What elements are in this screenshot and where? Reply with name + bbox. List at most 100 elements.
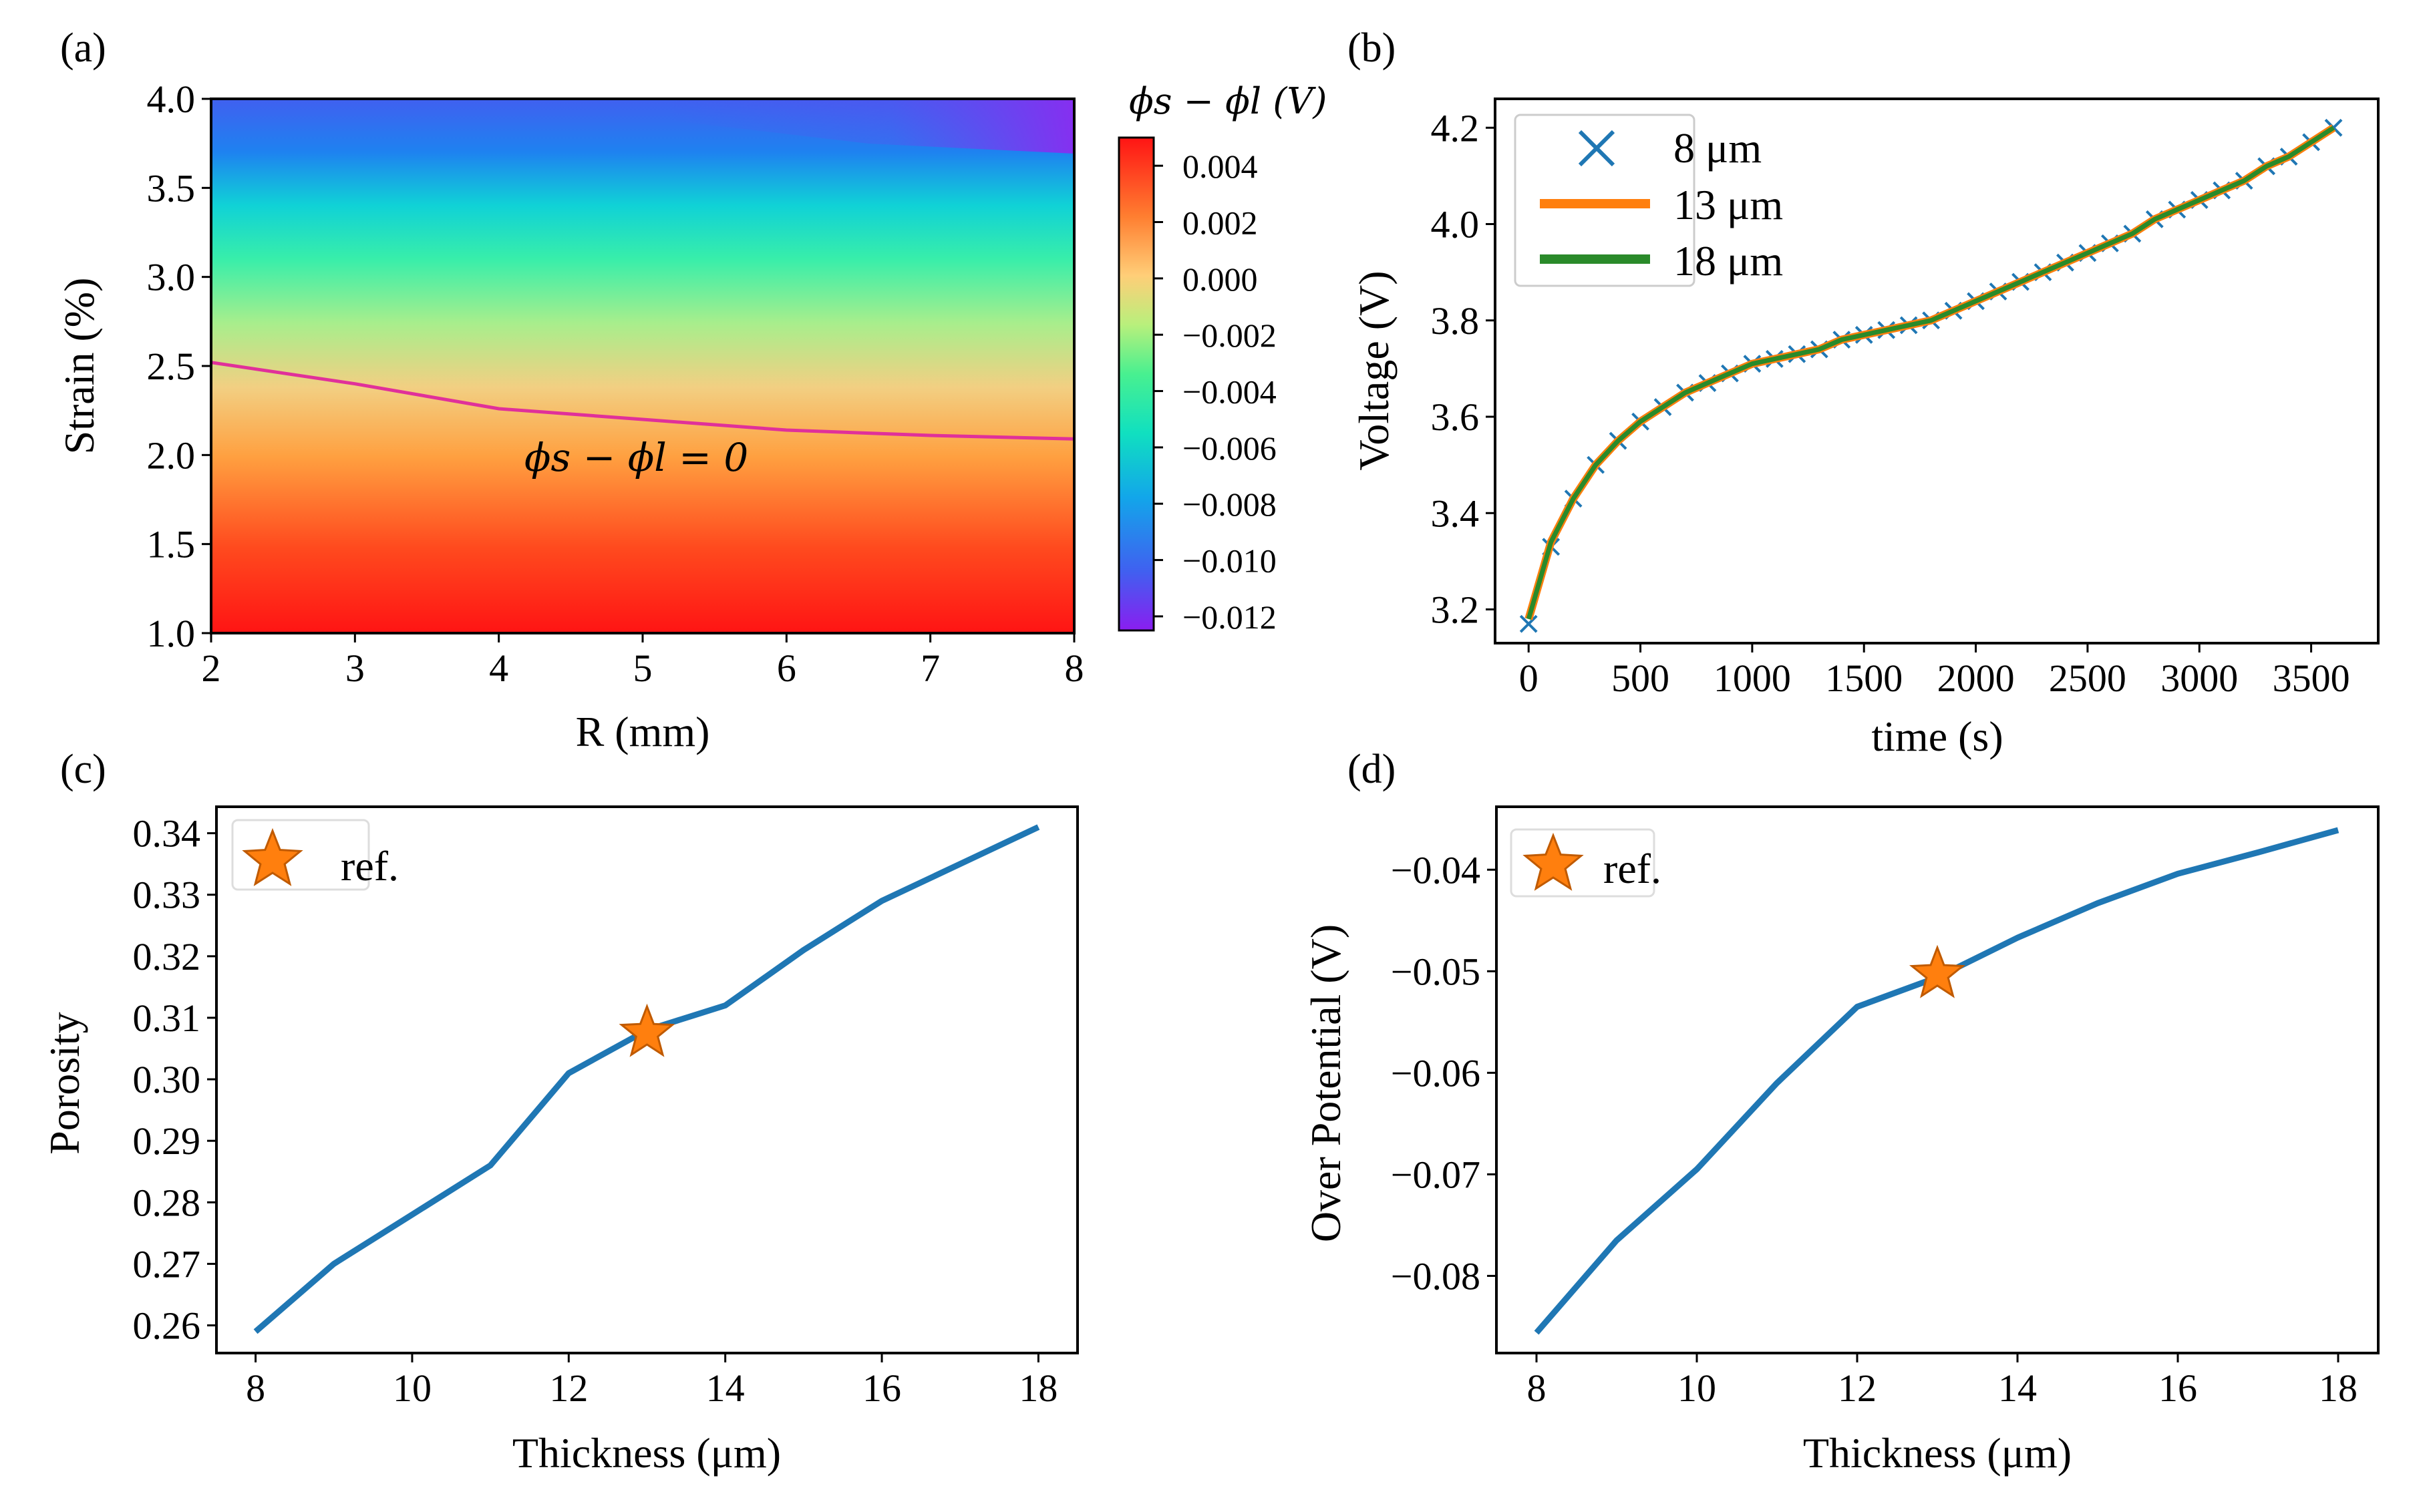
y-tick-label: 0.26 (133, 1304, 201, 1348)
y-tick-label: 3.0 (147, 256, 196, 299)
contour-label: ϕs − ϕl = 0 (524, 435, 748, 480)
panel-b-voltage: (b) 0 500 1000 1500 2000 2500 3000 3500 3.23.43… (1347, 25, 2380, 760)
panel-d-x-ticks: 8 10 12 14 16 18 (1527, 1353, 2358, 1410)
panel-c-legend: ref. (231, 819, 399, 891)
y-tick-label: −0.06 (1391, 1051, 1480, 1095)
panel-d-legend: ref. (1510, 828, 1661, 898)
legend-label-8um: 8 μm (1673, 124, 1762, 172)
colorbar-tick-label: −0.002 (1182, 317, 1277, 354)
x-tick-label: 18 (2319, 1366, 2358, 1410)
series-line-18μm (1526, 126, 2335, 620)
x-tick-label: 12 (1838, 1366, 1877, 1410)
panel-c-y-ticks: 0.26 0.27 0.28 0.29 0.30 0.31 0.32 0.33 0.34 (133, 812, 216, 1348)
colorbar-ticks: 0.004 0.002 0.000 −0.002 −0.004 −0.006 −0.008 −… (1154, 148, 1277, 636)
colorbar-tick-label: −0.006 (1182, 429, 1277, 467)
y-tick-label: 0.30 (133, 1058, 201, 1101)
colorbar-tick-label: −0.008 (1182, 486, 1277, 523)
x-tick-label: 6 (777, 646, 796, 690)
colorbar-tick-label: −0.004 (1182, 373, 1277, 411)
panel-c-label: (c) (60, 747, 106, 792)
x-tick-label: 14 (1998, 1366, 2037, 1410)
panel-d-overpotential: (d) 8 10 12 14 16 18 −0.04−0.05−0.06−0.07−0.0… (1302, 747, 2380, 1477)
x-tick-label: 4 (489, 646, 508, 690)
x-tick-label: 10 (1677, 1366, 1716, 1410)
x-tick-label: 8 (1527, 1366, 1547, 1410)
panel-b-y-ticks: 3.2 3.4 3.6 3.8 4.0 4.2 (1431, 106, 1495, 632)
heatmap-field (211, 99, 1074, 633)
legend-label-18um: 18 μm (1673, 237, 1783, 285)
panel-a-x-ticks: 2 3 4 5 6 7 8 (202, 633, 1084, 690)
panel-d-xlabel: Thickness (μm) (1803, 1429, 2072, 1477)
panel-a-xlabel: R (mm) (576, 708, 710, 755)
y-tick-label: 0.28 (133, 1181, 201, 1224)
panel-b-legend: 8 μm 13 μm 18 μm (1514, 114, 1783, 287)
y-tick-label: 0.31 (133, 996, 201, 1040)
panel-a-y-ticks: 1.0 1.5 2.0 2.5 3.0 3.5 4.0 (147, 77, 211, 655)
x-tick-label: 14 (706, 1366, 745, 1410)
x-tick-label: 7 (921, 646, 940, 690)
x-tick-label: 8 (1065, 646, 1084, 690)
legend-label-13um: 13 μm (1673, 181, 1783, 228)
y-tick-label: 3.2 (1431, 588, 1480, 632)
panel-b-x-ticks: 0 500 1000 1500 2000 2500 3000 3500 (1519, 643, 2350, 700)
legend-label-ref: ref. (341, 842, 399, 890)
panel-b-label: (b) (1347, 25, 1396, 71)
y-tick-label: 0.27 (133, 1242, 201, 1286)
panel-d-label: (d) (1347, 747, 1396, 792)
y-tick-label: 0.34 (133, 812, 201, 856)
panel-b-xlabel: time (s) (1871, 713, 2003, 760)
x-tick-label: 2000 (1937, 656, 2015, 700)
x-tick-label: 3000 (2160, 656, 2238, 700)
y-tick-label: 0.33 (133, 874, 201, 917)
panel-c-xlabel: Thickness (μm) (512, 1429, 781, 1477)
panel-d-ylabel: Over Potential (V) (1302, 924, 1349, 1242)
y-tick-label: −0.07 (1391, 1153, 1480, 1196)
colorbar-tick-label: 0.000 (1182, 260, 1258, 298)
panel-a-heatmap: (a) ϕs − ϕl = 0 2 3 4 5 6 7 8 1.0 1.5 2.0 2.5 3.0 3… (55, 25, 1327, 755)
panel-c-frame (215, 805, 1079, 1354)
panel-c-ylabel: Porosity (41, 1012, 88, 1154)
legend-marker-8um (1578, 130, 1615, 167)
y-tick-label: 4.2 (1431, 106, 1480, 150)
panel-c-porosity: (c) 8 10 12 14 16 18 0.26 0.27 0.28 0.29 0.30 0.31… (41, 747, 1079, 1477)
y-tick-label: 4.0 (1431, 203, 1480, 246)
y-tick-label: 2.0 (147, 433, 196, 477)
y-tick-label: 3.5 (147, 166, 196, 210)
colorbar-tick-label: −0.012 (1182, 598, 1277, 636)
y-tick-label: −0.05 (1391, 950, 1480, 993)
y-tick-label: 1.5 (147, 523, 196, 566)
x-tick-label: 3 (345, 646, 365, 690)
panel-a-label: (a) (60, 25, 106, 71)
x-tick-label: 12 (549, 1366, 588, 1410)
y-tick-label: 0.32 (133, 935, 201, 978)
x-tick-label: 0 (1519, 656, 1538, 700)
legend-star-icon (242, 827, 303, 886)
x-tick-label: 500 (1611, 656, 1669, 700)
x-tick-label: 16 (2158, 1366, 2197, 1410)
x-tick-label: 8 (246, 1366, 265, 1410)
x-tick-label: 1500 (1825, 656, 1903, 700)
colorbar-tick-label: −0.010 (1182, 542, 1277, 580)
heatmap-purple-region (668, 99, 1074, 154)
x-tick-label: 1000 (1714, 656, 1791, 700)
colorbar-tick-label: 0.002 (1182, 204, 1258, 242)
panel-b-series (1519, 118, 2343, 633)
x-tick-label: 16 (862, 1366, 901, 1410)
y-tick-label: 1.0 (147, 612, 196, 655)
panel-c-x-ticks: 8 10 12 14 16 18 (246, 1353, 1058, 1410)
y-tick-label: 0.29 (133, 1119, 201, 1163)
panel-d-y-ticks: −0.04 −0.05 −0.06 −0.07 −0.08 (1391, 848, 1496, 1298)
data-marker-8um (1519, 614, 1538, 633)
y-tick-label: 3.4 (1431, 492, 1480, 535)
reference-star-marker (619, 1003, 675, 1057)
y-tick-label: 4.0 (147, 77, 196, 121)
legend-star-icon (1522, 832, 1584, 891)
x-tick-label: 2500 (2049, 656, 2126, 700)
y-tick-label: 2.5 (147, 345, 196, 388)
colorbar-label: ϕs − ϕl (V) (1129, 80, 1327, 122)
x-tick-label: 5 (633, 646, 653, 690)
zero-contour-line (210, 361, 1075, 441)
colorbar-tick-label: 0.004 (1182, 148, 1258, 185)
x-tick-label: 18 (1019, 1366, 1058, 1410)
